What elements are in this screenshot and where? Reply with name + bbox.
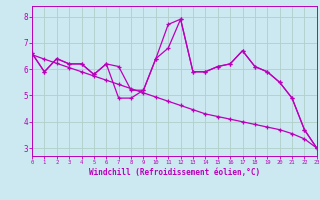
X-axis label: Windchill (Refroidissement éolien,°C): Windchill (Refroidissement éolien,°C) [89,168,260,177]
